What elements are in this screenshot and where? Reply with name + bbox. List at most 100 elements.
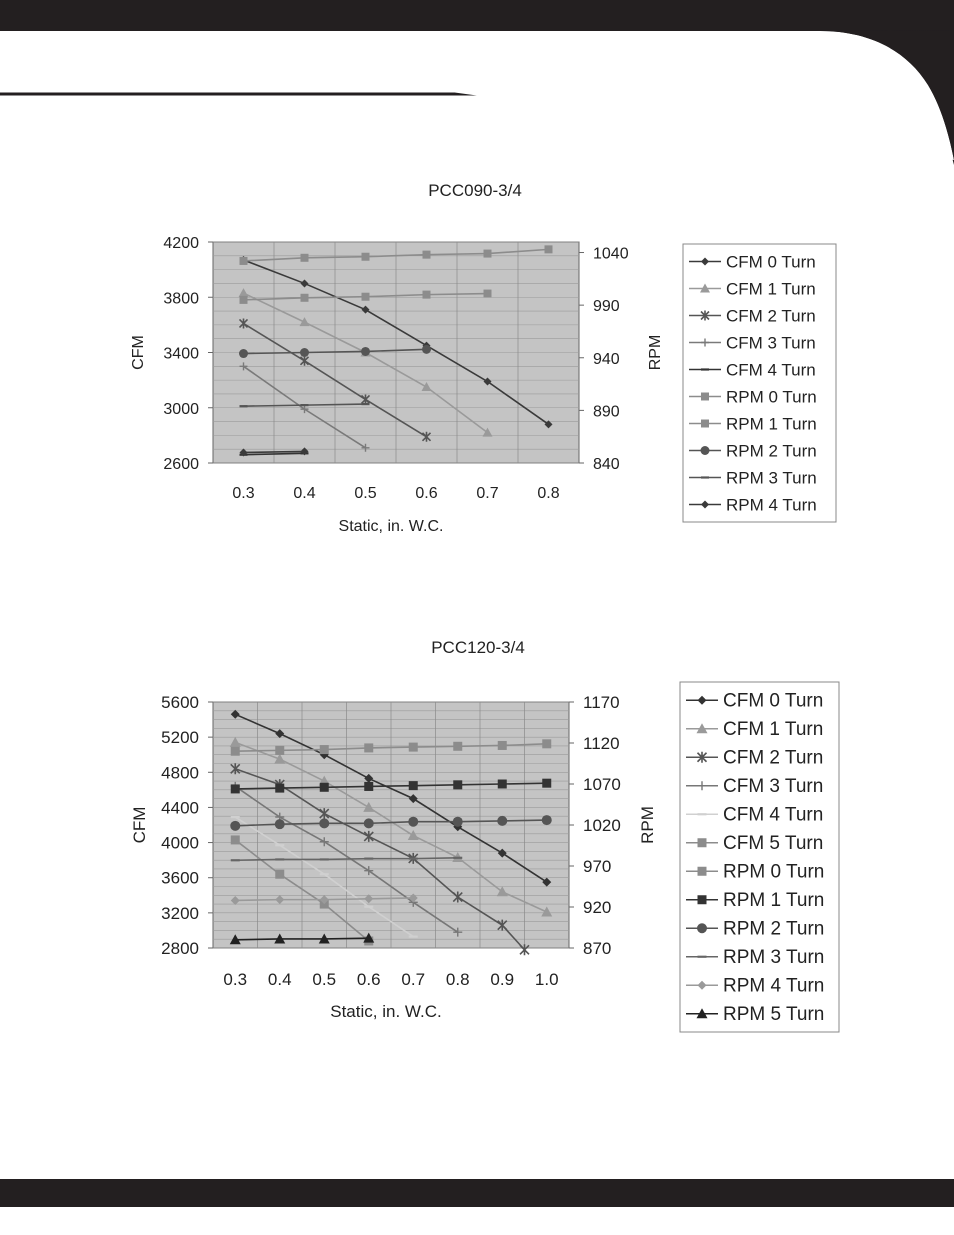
series-line [235,819,547,827]
chart-title: PCC090-3/4 [428,181,522,200]
data-point [364,781,374,791]
x-tick-label: 0.6 [415,485,437,502]
legend-item: RPM 2 Turn [689,442,817,461]
legend-marker [697,695,707,705]
data-point [230,895,240,905]
legend-item: RPM 0 Turn [689,388,817,407]
data-point [422,290,431,299]
data-point [275,745,285,755]
data-point [496,886,508,897]
legend-item: RPM 4 Turn [686,975,824,996]
data-point [497,919,508,931]
legend-label: CFM 3 Turn [723,776,823,797]
chart-title: PCC120-3/4 [431,638,525,657]
data-point [319,782,329,792]
data-point [364,773,374,783]
y2-tick-label: 1020 [583,816,621,835]
data-point [483,377,492,386]
data-point [299,355,310,366]
y2-axis-label: RPM [638,806,657,844]
legend-item: RPM 5 Turn [686,1004,824,1025]
data-point [497,815,508,826]
y-tick-label: 4400 [161,798,199,817]
legend-label: CFM 4 Turn [726,361,816,380]
series-line [243,322,427,438]
data-point [300,279,309,288]
series-line [235,782,547,790]
legend-marker [700,283,710,293]
data-point [229,736,241,747]
data-point [300,253,309,262]
legend-item: RPM 2 Turn [686,918,824,939]
data-point [300,348,309,357]
legend-item: RPM 3 Turn [686,947,824,968]
y-tick-label: 2600 [163,456,199,473]
data-point [452,891,463,903]
data-point [275,783,285,793]
series-line [243,452,305,456]
legend-label: RPM 4 Turn [726,496,817,515]
legend-marker [701,392,709,401]
data-point [408,816,419,827]
data-point [408,781,418,791]
data-point [361,252,370,261]
header-decoration [0,30,954,170]
data-point [360,394,371,405]
data-point [544,420,553,429]
data-point [239,295,248,304]
data-point [453,741,463,751]
x-tick-label: 1.0 [535,970,559,989]
legend-marker [701,500,709,509]
data-point [300,293,309,302]
series-line [243,259,549,425]
data-point [483,249,492,258]
data-point [361,292,370,301]
legend-item: CFM 1 Turn [689,280,816,299]
y2-tick-label: 1170 [583,693,620,712]
bottom-banner [0,1179,954,1207]
legend-marker [697,895,707,905]
data-point [364,894,374,904]
y-tick-label: 4200 [163,235,199,252]
data-point [541,906,553,917]
legend-marker [697,838,707,848]
y-tick-label: 4800 [161,763,199,782]
y-tick-label: 4000 [161,834,199,853]
data-point [318,933,330,944]
legend-label: RPM 1 Turn [726,415,817,434]
data-point [421,431,432,442]
data-point [239,448,248,457]
y-tick-label: 3200 [161,904,199,923]
y2-tick-label: 940 [593,351,620,368]
x-tick-label: 0.5 [312,970,336,989]
legend-item: RPM 3 Turn [689,469,817,488]
legend-marker [701,257,709,266]
data-point [421,382,432,392]
data-point [319,745,329,755]
legend-label: CFM 3 Turn [726,334,816,353]
legend-item: RPM 1 Turn [686,890,824,911]
y2-tick-label: 840 [593,456,620,473]
data-point [497,848,507,858]
data-point [519,944,530,956]
y-tick-label: 3000 [163,401,199,418]
series-line [234,785,459,933]
legend-marker [701,419,709,428]
data-point [541,815,552,826]
series-line [243,348,427,355]
legend-label: CFM 4 Turn [723,804,823,825]
data-point [364,866,374,876]
x-tick-label: 0.7 [401,970,425,989]
data-point [364,743,374,753]
legend-label: RPM 0 Turn [723,861,824,882]
legend-label: CFM 0 Turn [723,690,823,711]
legend-item: RPM 4 Turn [689,496,817,515]
x-tick-label: 0.8 [537,485,559,502]
data-point [483,289,492,298]
data-point [274,753,286,764]
legend-marker [697,781,707,791]
series-line [234,768,526,951]
data-point [229,934,241,945]
legend-label: RPM 4 Turn [723,975,824,996]
data-point [542,877,552,887]
